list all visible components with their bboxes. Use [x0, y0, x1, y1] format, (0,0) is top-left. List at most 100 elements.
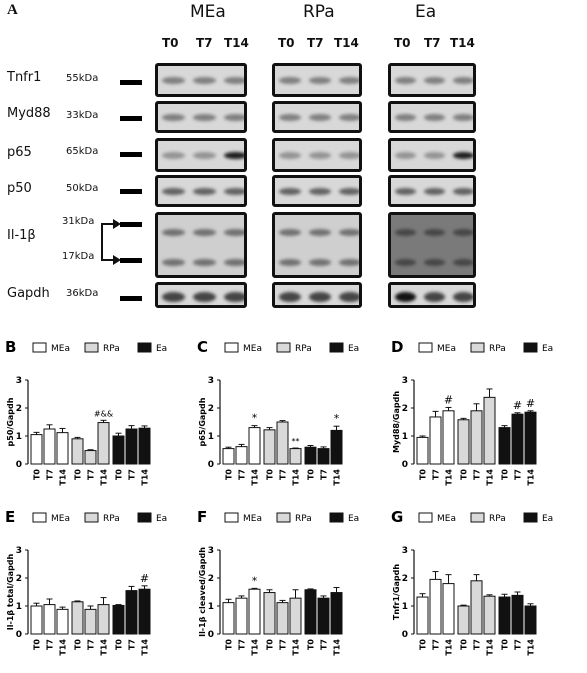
- x-tick-label: T14: [100, 469, 109, 486]
- y-tick-label: 0: [208, 630, 214, 640]
- band: [224, 114, 244, 121]
- x-tick-label: T7: [432, 469, 441, 480]
- band: [224, 77, 244, 84]
- band: [162, 77, 185, 84]
- y-tick-label: 0: [16, 630, 22, 640]
- x-tick-label: T14: [141, 469, 150, 486]
- bar: [276, 602, 289, 635]
- x-tick-label: T0: [33, 469, 42, 480]
- blot-gapdh: [388, 282, 476, 308]
- legend-label: Ea: [542, 344, 553, 354]
- ladder-marker: [120, 80, 142, 85]
- arrow-head: [113, 255, 121, 265]
- x-tick-label: T7: [46, 639, 55, 650]
- legend-swatch: [276, 512, 291, 523]
- x-tick-label: T0: [419, 639, 428, 650]
- ladder-marker: [120, 152, 142, 157]
- bar: [138, 427, 151, 465]
- bar: [222, 448, 235, 465]
- y-tick-label: 1: [208, 432, 214, 442]
- bar: [71, 438, 84, 465]
- legend-label: MEa: [51, 514, 70, 524]
- blot-p50: [388, 175, 476, 207]
- band: [424, 259, 445, 266]
- x-tick-label: T0: [266, 469, 275, 480]
- legend-label: Ea: [156, 344, 167, 354]
- x-tick-label: T0: [307, 469, 316, 480]
- band: [453, 114, 473, 121]
- significance-mark: **: [292, 437, 300, 446]
- bracket: [101, 223, 115, 261]
- protein-label-p50: p50: [7, 181, 32, 196]
- significance-mark: #: [140, 572, 149, 585]
- x-tick-label: T7: [238, 469, 247, 480]
- bar: [330, 592, 343, 635]
- bar: [235, 446, 248, 465]
- blot-il1: [155, 212, 247, 278]
- blot-il1: [272, 212, 362, 278]
- legend-swatch: [418, 342, 433, 353]
- band: [309, 292, 331, 302]
- blot-gapdh: [272, 282, 362, 308]
- band: [162, 114, 185, 121]
- blot-p50: [155, 175, 247, 207]
- band: [395, 77, 416, 84]
- band: [162, 259, 185, 266]
- legend-swatch: [224, 342, 239, 353]
- timepoint-label: T7: [196, 36, 213, 50]
- x-tick-label: T14: [486, 639, 495, 656]
- legend-label: RPa: [295, 514, 312, 524]
- x-tick-label: T14: [251, 469, 260, 486]
- x-tick-label: T7: [128, 639, 137, 650]
- y-axis-label: Tnfr1/Gapdh: [392, 564, 401, 620]
- y-tick-label: 1: [16, 602, 22, 612]
- legend-swatch: [329, 512, 344, 523]
- legend-label: Ea: [348, 344, 359, 354]
- ladder-marker: [120, 258, 142, 263]
- blot-p65: [272, 138, 362, 172]
- band: [162, 292, 185, 302]
- x-tick-label: T14: [141, 639, 150, 656]
- legend-label: MEa: [243, 344, 262, 354]
- bar: [317, 448, 330, 465]
- y-tick-label: 2: [402, 574, 408, 584]
- legend-label: MEa: [437, 344, 456, 354]
- timepoint-label: T14: [224, 36, 249, 50]
- panel-label: B: [5, 338, 16, 356]
- ladder-marker: [120, 296, 142, 301]
- bar: [112, 435, 125, 465]
- y-tick-label: 3: [208, 376, 214, 386]
- protein-label-myd88: Myd88: [7, 106, 51, 121]
- bar: [71, 601, 84, 635]
- y-axis-label: Il-1β total/Gapdh: [6, 553, 15, 630]
- bar-chart-b: B MEa RPa Ea 0 1 2 3 p50/Gapdh T0 T7 T14 T0 T7 T14 T0 T7…: [5, 338, 167, 486]
- band: [395, 152, 416, 159]
- significance-mark: *: [252, 574, 258, 587]
- panel-label: D: [391, 338, 403, 356]
- y-axis-label: Il-1β cleaved/Gapdh: [198, 547, 207, 637]
- x-tick-label: T14: [333, 639, 342, 656]
- bar: [84, 608, 97, 635]
- band: [162, 152, 185, 159]
- legend-swatch: [470, 512, 485, 523]
- panel-label: C: [197, 338, 208, 356]
- x-tick-label: T14: [59, 639, 68, 656]
- bar: [263, 429, 276, 465]
- legend-label: RPa: [489, 514, 506, 524]
- blot-tnfr1: [272, 63, 362, 97]
- band: [279, 292, 301, 302]
- molecular-weight-label: 50kDa: [66, 183, 99, 194]
- blot-myd88: [388, 101, 476, 133]
- significance-mark: #: [444, 393, 453, 406]
- legend-label: RPa: [295, 344, 312, 354]
- x-tick-label: T0: [33, 639, 42, 650]
- bar: [498, 427, 511, 465]
- group-title-rpa: RPa: [303, 2, 335, 22]
- legend-label: MEa: [243, 514, 262, 524]
- bar: [483, 595, 496, 635]
- bar: [43, 428, 56, 465]
- panel-label: G: [391, 508, 403, 526]
- legend-label: MEa: [437, 514, 456, 524]
- bar: [416, 436, 429, 465]
- protein-label-gapdh: Gapdh: [7, 286, 50, 301]
